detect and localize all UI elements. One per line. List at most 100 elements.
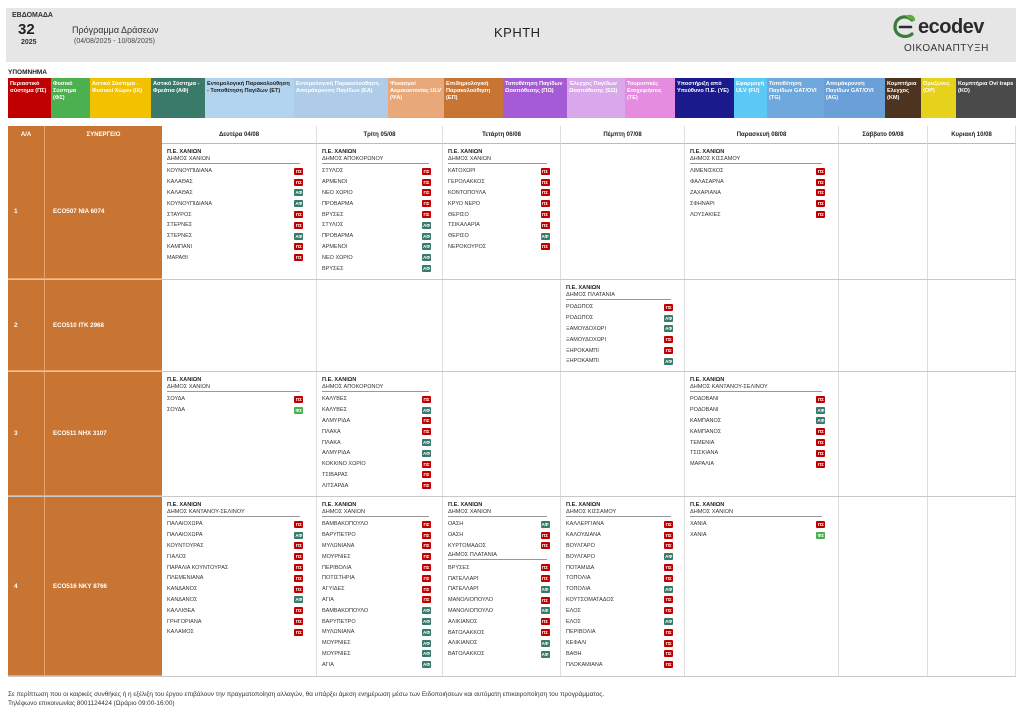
legend-item: Εφαρμογή ULV (FU) — [734, 78, 767, 118]
list-item: ΣΤΥΛΟΣ ΑΦ — [322, 220, 432, 231]
list-item: ΚΟΚΚΙΝΟ ΧΩΡΙΟ ΠΣ — [322, 459, 432, 470]
activity-badge: ΠΣ — [540, 243, 550, 251]
activity-badge: ΠΣ — [664, 639, 674, 647]
day-cell — [839, 372, 928, 496]
list-item: ΤΣΙΣΚΙΑΝΑ ΠΣ — [690, 448, 826, 459]
location-name: ΟΑΣΗ — [448, 521, 464, 528]
municipality: ΔΗΜΟΣ ΧΑΝΙΩΝ — [322, 509, 429, 517]
activity-badge: ΠΣ — [540, 542, 550, 550]
location-name: ΣΤΑΥΡΟΣ — [167, 211, 192, 218]
day-cell: Π.Ε. ΧΑΝΙΩΝ ΔΗΜΟΣ ΑΠΟΚΟΡΩΝΟΥ ΣΤΥΛΟΣ ΠΣ ΑΡΜΕΝ… — [317, 144, 443, 279]
day-cell: Π.Ε. ΧΑΝΙΩΝ ΔΗΜΟΣ ΚΑΝΤΑΝΟΥ-ΣΕΛΙΝΟΥ ΠΑΛΑΙΟΧ… — [162, 497, 317, 676]
activity-badge: ΠΣ — [540, 564, 550, 572]
location-name: ΜΟΥΡΝΙΕΣ — [322, 650, 351, 657]
regional-unit: Π.Ε. ΧΑΝΙΩΝ — [167, 149, 202, 155]
list-item: ΠΡΟΒΑΡΜΑ ΠΣ — [322, 198, 432, 209]
location-name: ΚΑΛΛΙΘΕΑ — [167, 607, 195, 614]
location-name: ΞΗΡΟΚΑΜΠΙ — [566, 347, 599, 354]
activity-badge: ΠΣ — [294, 395, 304, 403]
list-item: ΤΣΙΒΑΡΑΣ ΠΣ — [322, 470, 432, 481]
activity-badge: ΑΦ — [540, 639, 550, 647]
list-item: ΒΑΡΥΠΕΤΡΟ ΑΦ — [322, 616, 432, 627]
activity-badge: ΠΣ — [422, 189, 432, 197]
activity-badge: ΦΣ — [294, 406, 304, 414]
list-item: ΚΑΜΠΑΝΟΣ ΑΦ — [690, 416, 826, 427]
logo-wordmark: ecodev — [918, 16, 984, 38]
municipality: ΔΗΜΟΣ ΑΠΟΚΟΡΩΝΟΥ — [322, 384, 429, 392]
list-item: ΧΑΝΙΑ ΠΣ — [690, 519, 826, 530]
list-item: ΜΟΥΡΝΙΕΣ ΠΣ — [322, 551, 432, 562]
activity-badge: ΑΦ — [422, 449, 432, 457]
location-name: ΛΙΤΣΑΡΔΑ — [322, 482, 349, 489]
table-row: 3 ECO511 ΝΗΧ 3107 Π.Ε. ΧΑΝΙΩΝ ΔΗΜΟΣ ΧΑΝΙΩΝ Σ… — [8, 372, 1016, 497]
activity-badge: ΑΦ — [294, 531, 304, 539]
activity-badge: ΑΦ — [294, 200, 304, 208]
location-name: ΜΟΥΡΝΙΕΣ — [322, 553, 351, 560]
activity-badge: ΠΣ — [422, 178, 432, 186]
location-name: ΠΕΡΙΒΟΛΙΑ — [566, 629, 596, 636]
week-label: ΕΒΔΟΜΑΔΑ — [12, 12, 53, 19]
activity-badge: ΠΣ — [540, 575, 550, 583]
list-item: ΣΟΥΔΑ ΦΣ — [167, 405, 304, 416]
location-name: ΠΛΑΚΑ — [322, 439, 341, 446]
list-item: ΠΛΟΚΑΜΙΑΝΑ ΠΣ — [566, 659, 674, 670]
location-name: ΠΑΛΑΙΟΧΩΡΑ — [167, 532, 203, 539]
list-item: ΒΑΤΟΛΑΚΚΟΣ ΠΣ — [448, 627, 550, 638]
list-item: ΞΗΡΟΚΑΜΠΙ ΑΦ — [566, 356, 674, 367]
list-item: ΡΟΔΩΠΟΣ ΑΦ — [566, 313, 674, 324]
location-block: Π.Ε. ΧΑΝΙΩΝ ΔΗΜΟΣ ΚΙΣΣΑΜΟΥ ΚΑΛΛΕΡΓΙΑΝΑ ΠΣ ΚΑ… — [566, 502, 680, 670]
day-cell — [928, 372, 1016, 496]
column-header-day: Τετάρτη 06/08 — [443, 126, 561, 144]
list-item: ΠΑΡΑΛΙΑ ΚΟΥΝΤΟΥΡΑΣ ΠΣ — [167, 562, 304, 573]
location-name: ΞΑΜΟΥΔΟΧΩΡΙ — [566, 325, 606, 332]
activity-badge: ΠΣ — [294, 211, 304, 219]
list-item: ΒΡΥΣΕΣ ΑΦ — [322, 263, 432, 274]
activity-badge: ΠΣ — [294, 628, 304, 636]
location-name: ΠΡΟΒΑΡΜΑ — [322, 233, 354, 240]
municipality: ΔΗΜΟΣ ΑΠΟΚΟΡΩΝΟΥ — [322, 156, 429, 164]
day-cell — [928, 497, 1016, 676]
activity-badge: ΠΣ — [664, 520, 674, 528]
list-item: ΑΡΜΕΝΟΙ ΑΦ — [322, 242, 432, 253]
activity-badge: ΠΣ — [422, 585, 432, 593]
list-item: ΕΛΟΣ ΠΣ — [566, 605, 674, 616]
list-item: ΓΡΗΓΟΡΙΑΝΑ ΠΣ — [167, 616, 304, 627]
location-name: ΑΡΜΕΝΟΙ — [322, 243, 348, 250]
location-name: ΣΦΗΝΑΡΙ — [690, 200, 715, 207]
location-name: ΚΥΡΤΟΜΑΔΟΣ — [448, 542, 487, 549]
day-cell — [443, 280, 561, 371]
activity-badge: ΠΣ — [816, 189, 826, 197]
list-item: ΠΕΡΙΒΟΛΙΑ ΠΣ — [566, 627, 674, 638]
location-block: Π.Ε. ΧΑΝΙΩΝ ΔΗΜΟΣ ΚΑΝΤΑΝΟΥ-ΣΕΛΙΝΟΥ ΡΟΔΟΒΑΝ… — [690, 377, 834, 470]
location-name: ΤΣΙΒΑΡΑΣ — [322, 471, 348, 478]
municipality: ΔΗΜΟΣ ΚΙΣΣΑΜΟΥ — [566, 509, 671, 517]
list-item: ΚΑΤΟΧΩΡΙ ΠΣ — [448, 166, 550, 177]
list-item: ΚΥΡΤΟΜΑΔΟΣ ΠΣ — [448, 541, 550, 552]
location-name: ΠΑΤΕΛΛΑΡΙ — [448, 575, 479, 582]
list-item: ΚΑΛΑΜΟΣ ΠΣ — [167, 627, 304, 638]
activity-badge: ΠΣ — [294, 520, 304, 528]
location-name: ΡΟΔΟΒΑΝΙ — [690, 396, 719, 403]
activity-badge: ΠΣ — [816, 167, 826, 175]
activity-badge: ΠΣ — [664, 650, 674, 658]
location-name: ΦΑΛΑΣΑΡΝΑ — [690, 179, 724, 186]
activity-badge: ΠΣ — [540, 531, 550, 539]
location-name: ΤΣΙΣΚΙΑΝΑ — [690, 450, 719, 457]
list-item: ΜΑΡΑΛΙΑ ΠΣ — [690, 459, 826, 470]
table-row: 2 ECO510 ΙΤΚ 2968 Π.Ε. ΧΑΝΙΩΝ ΔΗΜΟΣ ΠΛΑΤΑΝΙ… — [8, 280, 1016, 372]
legend-item: Τουριστικές Επιχειρήσεις (ΤΕ) — [625, 78, 675, 118]
legend-item: Ψεκασμοί Ακμαιοκτονίας ULV (ΨΑ) — [388, 78, 444, 118]
location-name: ΚΑΝΔΑΝΟΣ — [167, 596, 198, 603]
location-name: ΚΑΜΠΑΝΙ — [167, 243, 193, 250]
day-cell: Π.Ε. ΧΑΝΙΩΝ ΔΗΜΟΣ ΧΑΝΙΩΝ ΒΑΜΒΑΚΟΠΟΥΛΟ ΠΣ ΒΑΡ… — [317, 497, 443, 676]
location-name: ΒΑΡΥΠΕΤΡΟ — [322, 618, 356, 625]
activity-badge: ΠΣ — [422, 553, 432, 561]
regional-unit: Π.Ε. ΧΑΝΙΩΝ — [690, 502, 725, 508]
activity-badge: ΠΣ — [294, 243, 304, 251]
activity-badge: ΑΦ — [422, 243, 432, 251]
location-name: ΚΑΛΑΘΑΣ — [167, 189, 193, 196]
legend-title: ΥΠΟΜΝΗΜΑ — [8, 69, 47, 76]
list-item: ΜΑΝΟΛΙΟΠΟΥΛΟ ΠΣ — [448, 595, 550, 606]
location-block: Π.Ε. ΧΑΝΙΩΝ ΔΗΜΟΣ ΑΠΟΚΟΡΩΝΟΥ ΚΑΛΥΒΕΣ ΠΣ ΚΑΛΥ… — [322, 377, 438, 491]
list-item: ΤΟΠΟΛΙΑ ΠΣ — [566, 573, 674, 584]
